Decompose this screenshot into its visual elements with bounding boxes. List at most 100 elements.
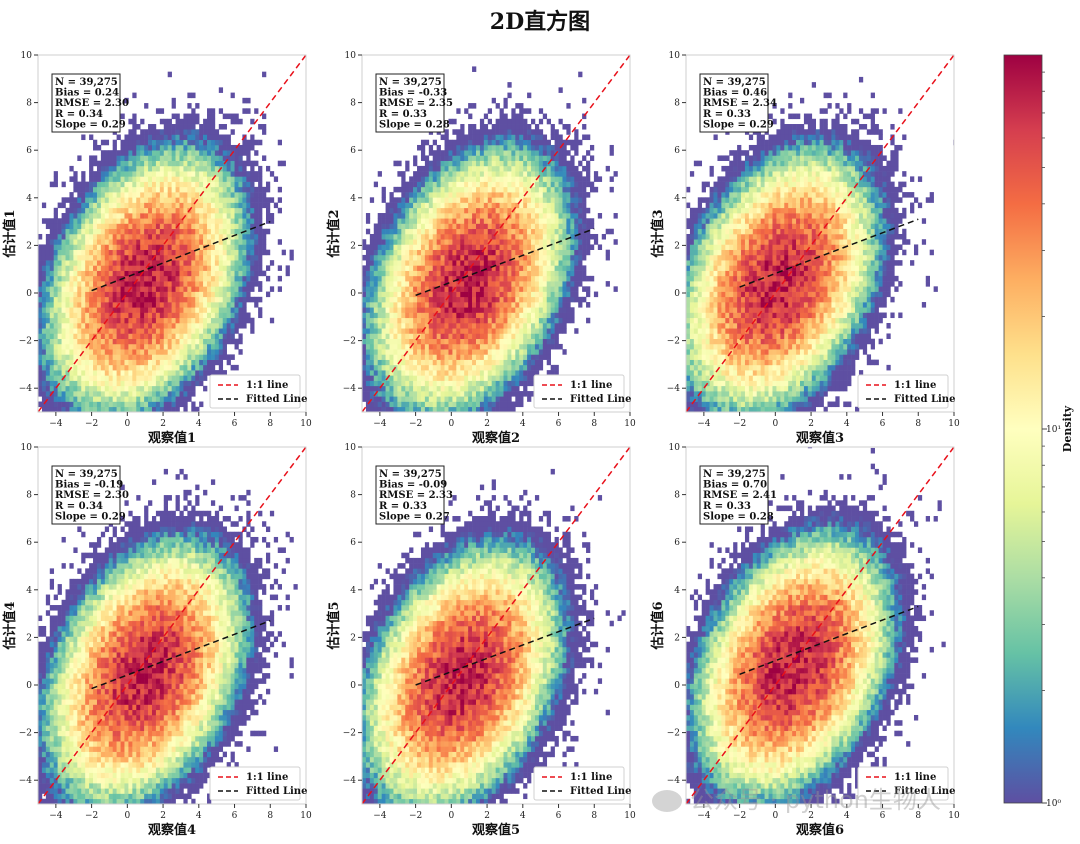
- density-cell: [69, 333, 73, 339]
- density-cell: [117, 213, 121, 219]
- density-cell: [207, 360, 211, 366]
- density-cell: [148, 302, 152, 308]
- density-cell: [242, 150, 246, 156]
- density-cell: [109, 213, 113, 219]
- density-cell: [160, 313, 164, 319]
- density-cell: [433, 381, 437, 387]
- density-cell: [89, 250, 93, 256]
- density-cell: [515, 292, 519, 298]
- density-cell: [168, 292, 172, 298]
- density-cell: [460, 386, 464, 392]
- density-cell: [54, 313, 58, 319]
- density-cell: [207, 307, 211, 313]
- density-cell: [441, 134, 445, 140]
- density-cell: [492, 407, 496, 413]
- density-cell: [476, 265, 480, 271]
- density-cell: [46, 255, 50, 261]
- density-cell: [476, 281, 480, 287]
- density-cell: [203, 239, 207, 245]
- density-cell: [69, 292, 73, 298]
- density-cell: [254, 171, 258, 177]
- density-cell: [437, 265, 441, 271]
- density-cell: [480, 302, 484, 308]
- density-cell: [121, 255, 125, 261]
- density-cell: [97, 297, 101, 303]
- density-cell: [468, 318, 472, 324]
- density-cell: [476, 161, 480, 167]
- density-cell: [492, 328, 496, 334]
- density-cell: [176, 140, 180, 146]
- density-cell: [172, 323, 176, 329]
- density-cell: [409, 224, 413, 230]
- density-cell: [258, 260, 262, 266]
- density-cell: [258, 124, 262, 130]
- density-cell: [156, 370, 160, 376]
- density-cell: [176, 171, 180, 177]
- density-cell: [511, 323, 515, 329]
- density-cell: [500, 208, 504, 214]
- density-cell: [421, 171, 425, 177]
- density-cell: [413, 328, 417, 334]
- density-cell: [121, 197, 125, 203]
- density-cell: [523, 292, 527, 298]
- density-cell: [199, 313, 203, 319]
- density-cell: [203, 265, 207, 271]
- density-cell: [50, 229, 54, 235]
- density-cell: [69, 375, 73, 381]
- density-cell: [117, 255, 121, 261]
- density-cell: [405, 365, 409, 371]
- density-cell: [231, 155, 235, 161]
- density-cell: [441, 161, 445, 167]
- density-cell: [468, 271, 472, 277]
- density-cell: [168, 203, 172, 209]
- density-cell: [211, 360, 215, 366]
- density-cell: [69, 192, 73, 198]
- density-cell: [441, 224, 445, 230]
- density-cell: [378, 323, 382, 329]
- density-cell: [370, 276, 374, 282]
- density-cell: [386, 313, 390, 319]
- density-cell: [195, 192, 199, 198]
- density-cell: [195, 292, 199, 298]
- density-cell: [456, 218, 460, 224]
- density-cell: [58, 271, 62, 277]
- density-cell: [238, 203, 242, 209]
- density-cell: [195, 281, 199, 287]
- density-cell: [397, 365, 401, 371]
- density-cell: [472, 333, 476, 339]
- density-cell: [132, 239, 136, 245]
- density-cell: [113, 286, 117, 292]
- density-cell: [73, 265, 77, 271]
- density-cell: [42, 360, 46, 366]
- density-cell: [480, 255, 484, 261]
- density-cell: [136, 381, 140, 387]
- density-cell: [227, 323, 231, 329]
- density-cell: [223, 140, 227, 146]
- density-cell: [254, 260, 258, 266]
- density-cell: [73, 208, 77, 214]
- density-cell: [507, 344, 511, 350]
- density-cell: [58, 328, 62, 334]
- density-cell: [207, 187, 211, 193]
- density-cell: [50, 370, 54, 376]
- density-cell: [231, 239, 235, 245]
- density-cell: [132, 161, 136, 167]
- density-cell: [519, 281, 523, 287]
- density-cell: [515, 176, 519, 182]
- density-cell: [42, 381, 46, 387]
- density-cell: [195, 134, 199, 140]
- density-cell: [448, 213, 452, 219]
- density-cell: [421, 140, 425, 146]
- density-cell: [238, 333, 242, 339]
- density-cell: [109, 155, 113, 161]
- density-cell: [62, 197, 66, 203]
- density-cell: [89, 192, 93, 198]
- density-cell: [409, 218, 413, 224]
- density-cell: [464, 302, 468, 308]
- density-cell: [121, 161, 125, 167]
- density-cell: [156, 218, 160, 224]
- density-cell: [223, 323, 227, 329]
- density-cell: [58, 354, 62, 360]
- density-cell: [484, 171, 488, 177]
- density-cell: [484, 140, 488, 146]
